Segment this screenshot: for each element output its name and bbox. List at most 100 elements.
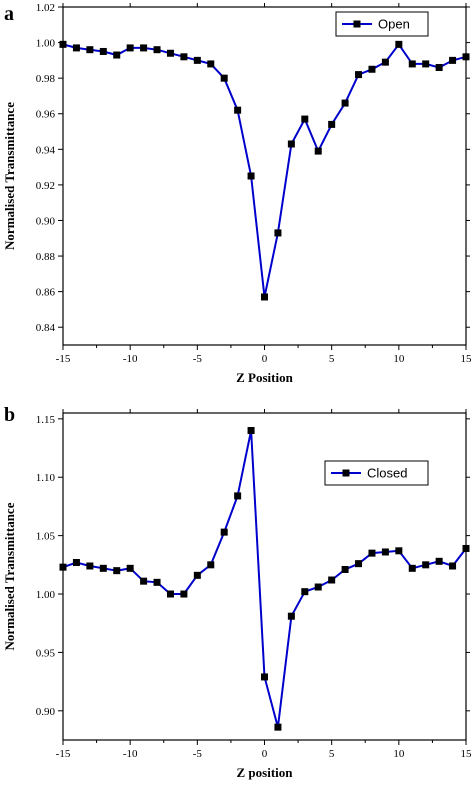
data-point-marker <box>274 229 282 237</box>
x-tick-label: 10 <box>393 748 405 760</box>
data-point-marker <box>234 492 242 500</box>
data-point-marker <box>113 567 121 575</box>
data-point-marker <box>247 172 255 180</box>
y-tick-label: 0.88 <box>36 251 56 263</box>
data-point-marker <box>274 723 282 731</box>
data-point-marker <box>395 40 403 48</box>
y-axis-label: Normalised Transmittance <box>2 102 17 250</box>
x-tick-label: 0 <box>262 748 268 760</box>
data-point-marker <box>166 590 174 598</box>
x-tick-label: -10 <box>123 748 138 760</box>
data-point-marker <box>261 673 268 681</box>
data-point-marker <box>72 44 80 52</box>
data-point-marker <box>328 576 336 584</box>
y-tick-label: 0.92 <box>36 180 55 192</box>
legend-label: Closed <box>367 466 407 481</box>
data-point-marker <box>408 60 416 68</box>
y-tick-label: 0.98 <box>36 73 56 85</box>
data-point-marker <box>207 561 215 569</box>
data-point-marker <box>435 557 443 565</box>
x-tick-label: 5 <box>329 353 335 365</box>
legend-marker <box>342 469 350 477</box>
data-point-marker <box>86 562 94 570</box>
data-point-marker <box>207 60 215 68</box>
data-point-marker <box>422 60 430 68</box>
x-tick-label: -5 <box>193 748 203 760</box>
data-point-marker <box>355 560 363 568</box>
data-point-marker <box>193 571 201 579</box>
data-point-marker <box>462 53 470 61</box>
y-tick-label: 1.05 <box>36 531 56 543</box>
data-point-marker <box>220 74 228 82</box>
data-point-marker <box>140 44 148 52</box>
data-point-marker <box>408 564 416 572</box>
x-tick-label: 5 <box>329 748 335 760</box>
data-point-marker <box>301 115 309 123</box>
data-point-marker <box>341 99 349 107</box>
data-point-marker <box>355 71 363 79</box>
x-axis-label: Z position <box>237 765 294 780</box>
x-axis-label: Z Position <box>236 370 293 385</box>
data-point-marker <box>234 106 242 114</box>
data-point-marker <box>395 547 403 555</box>
y-tick-label: 0.96 <box>36 109 56 121</box>
data-point-marker <box>180 53 188 61</box>
data-point-marker <box>287 612 295 620</box>
data-point-marker <box>341 565 349 573</box>
x-tick-label: -10 <box>123 353 138 365</box>
data-point-marker <box>99 564 107 572</box>
y-tick-label: 1.02 <box>36 2 55 14</box>
legend-marker <box>353 20 361 28</box>
data-point-marker <box>261 293 268 301</box>
data-point-marker <box>301 588 309 596</box>
y-axis-label: Normalised Transmittance <box>2 502 17 650</box>
data-point-marker <box>113 51 121 59</box>
data-point-marker <box>59 40 67 48</box>
y-tick-label: 0.86 <box>36 287 56 299</box>
chart-panel-a: a -15 -10 -5 0 5 10 15 0.84 0.86 0.88 0.90 0.92 0.94 0… <box>2 2 472 385</box>
data-point-marker <box>126 564 134 572</box>
y-tick-label: 0.94 <box>36 144 56 156</box>
y-tick-label: 1.00 <box>36 38 56 50</box>
y-tick-label: 1.00 <box>36 589 56 601</box>
x-tick-label: 0 <box>262 353 268 365</box>
data-point-marker <box>449 562 457 570</box>
data-point-marker <box>126 44 134 52</box>
data-point-marker <box>328 120 336 128</box>
data-point-marker <box>287 140 295 148</box>
panel-label: a <box>4 3 14 25</box>
x-tick-label: 15 <box>461 353 473 365</box>
data-point-marker <box>422 561 430 569</box>
y-tick-label: 0.90 <box>36 215 56 227</box>
data-point-marker <box>462 544 470 552</box>
y-tick-label: 0.95 <box>36 647 56 659</box>
data-point-marker <box>166 49 174 57</box>
x-tick-label: 10 <box>393 353 405 365</box>
legend-box <box>324 460 429 486</box>
data-point-marker <box>247 427 255 435</box>
data-point-marker <box>59 563 67 571</box>
y-tick-label: 1.15 <box>36 414 56 426</box>
x-tick-label: -15 <box>56 353 71 365</box>
data-point-marker <box>180 590 188 598</box>
chart-panel-b: b -15 -10 -5 0 5 10 15 0.90 0.95 1.00 1.05 1.10 1.15 Z… <box>2 404 472 780</box>
legend-label: Open <box>378 17 410 32</box>
data-point-marker <box>72 558 80 566</box>
x-tick-label: 15 <box>461 748 473 760</box>
data-point-marker <box>435 63 443 71</box>
data-point-marker <box>86 46 94 54</box>
data-point-marker <box>140 577 148 585</box>
data-point-marker <box>368 65 376 73</box>
data-point-marker <box>220 528 228 536</box>
data-point-marker <box>368 549 376 557</box>
data-point-marker <box>449 56 457 64</box>
y-tick-label: 0.90 <box>36 706 56 718</box>
data-point-marker <box>381 58 389 66</box>
data-point-marker <box>314 147 322 155</box>
y-tick-label: 1.10 <box>36 472 56 484</box>
panel-label: b <box>4 404 15 426</box>
series-line-open <box>62 42 467 298</box>
data-point-marker <box>193 56 201 64</box>
x-tick-label: -5 <box>193 353 203 365</box>
